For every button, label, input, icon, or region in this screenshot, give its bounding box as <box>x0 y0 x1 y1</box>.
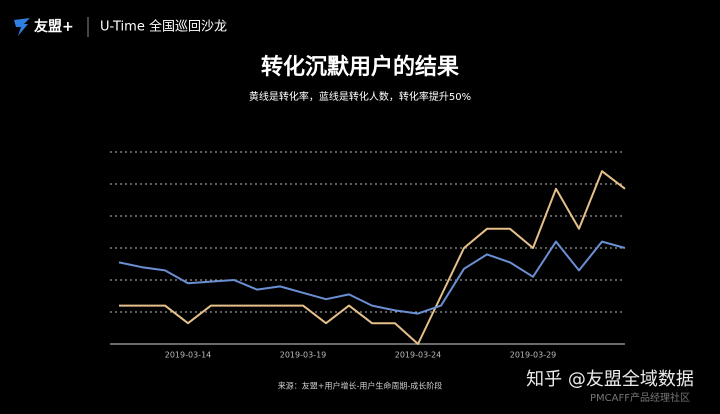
x-tick-label: 2019-03-14 <box>165 351 212 360</box>
x-tick-label: 2019-03-24 <box>395 351 442 360</box>
brand: 友盟+ <box>34 18 74 35</box>
series-line <box>119 170 626 345</box>
x-tick-label: 2019-03-29 <box>510 351 557 360</box>
event-name: U-Time 全国巡回沙龙 <box>100 19 227 35</box>
chart-title: 转化沉默用户的结果 <box>261 54 459 80</box>
source: 来源：友盟+用户增长-用户生命周期-成长阶段 <box>278 381 442 391</box>
plot: 2019-03-14 2019-03-19 2019-03-24 2019-03-29 <box>110 151 626 360</box>
series-line <box>118 240 626 315</box>
watermark: 知乎 @友盟全域数据 <box>526 369 694 390</box>
logo-icon <box>14 18 30 36</box>
x-tick-label: 2019-03-19 <box>280 351 327 360</box>
chart-subtitle: 黄线是转化率，蓝线是转化人数，转化率提升50% <box>249 90 471 103</box>
watermark-sub: PMCAFF产品经理社区 <box>590 391 690 404</box>
